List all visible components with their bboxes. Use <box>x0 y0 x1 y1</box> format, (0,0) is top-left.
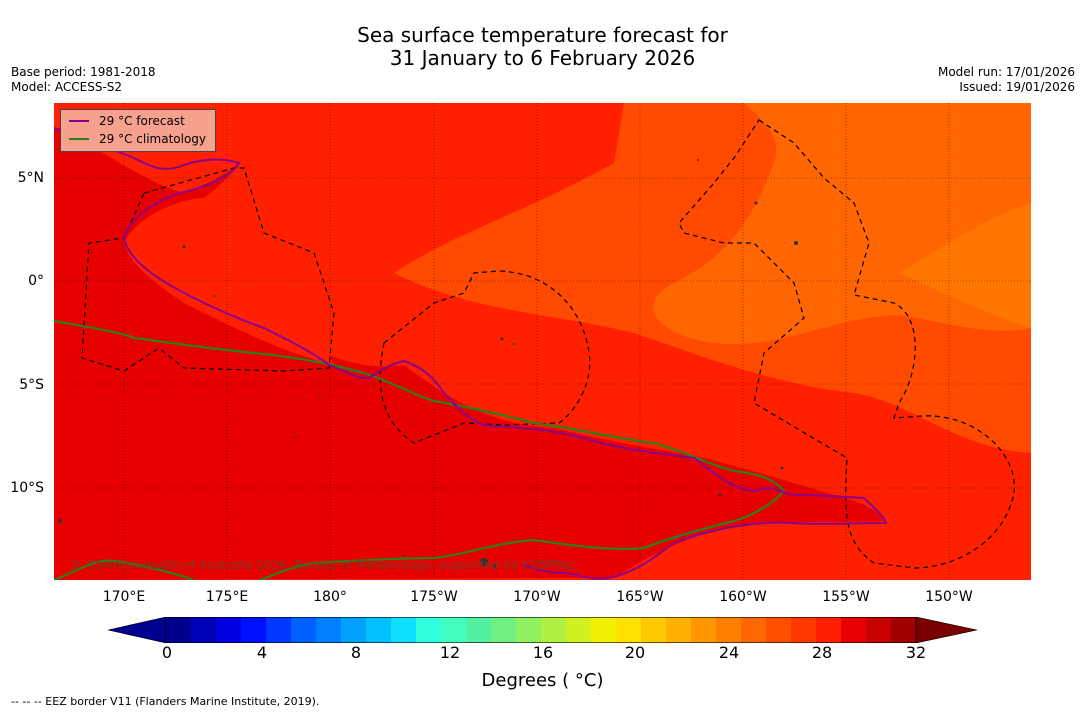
colorbar-border <box>165 617 917 643</box>
colorbar-swatch <box>841 617 867 643</box>
colorbar-tick-12: 12 <box>439 643 461 662</box>
colorbar-swatch <box>366 617 392 643</box>
legend-climatology-label: 29 °C climatology <box>99 132 207 146</box>
legend-forecast-label: 29 °C forecast <box>99 114 185 128</box>
colorbar-title: Degrees ( °C) <box>481 670 604 691</box>
lat-label-5n: 5°N <box>17 170 44 186</box>
colorbar-swatch <box>666 617 692 643</box>
colorbar-tick-24: 24 <box>718 643 740 662</box>
colorbar-swatch <box>466 617 492 643</box>
colorbar-swatch <box>291 617 317 643</box>
base-period-text: Base period: 1981-2018 <box>11 65 156 79</box>
lon-label-170w: 170°W <box>513 589 561 605</box>
lon-label-175w: 175°W <box>410 589 458 605</box>
lat-label-0: 0° <box>28 273 44 289</box>
legend-forecast-swatch <box>69 120 89 122</box>
colorbar-swatch <box>266 617 292 643</box>
lat-label-5s: 5°S <box>19 377 44 393</box>
colorbar-swatch <box>341 617 367 643</box>
islands <box>58 159 798 568</box>
colorbar-max-arrow <box>915 617 978 643</box>
lon-label-165w: 165°W <box>616 589 664 605</box>
colorbar-swatch <box>491 617 517 643</box>
issued-text: Issued: 19/01/2026 <box>959 80 1075 94</box>
colorbar-swatch <box>741 617 767 643</box>
colorbar-tick-0: 0 <box>161 643 173 662</box>
sst-field-29-30 <box>54 128 884 580</box>
legend-forecast: 29 °C forecast <box>69 113 185 129</box>
lat-label-10s: 10°S <box>10 480 44 496</box>
colorbar <box>108 617 978 643</box>
colorbar-swatch <box>416 617 442 643</box>
lon-label-150w: 150°W <box>925 589 973 605</box>
sst-field-warm-pocket <box>124 163 334 365</box>
chart-title-line2: 31 January to 6 February 2026 <box>389 46 696 70</box>
sst-field-25-26 <box>899 203 1031 328</box>
colorbar-swatch <box>216 617 242 643</box>
colorbar-swatch <box>866 617 892 643</box>
colorbar-swatch <box>166 617 192 643</box>
colorbar-swatch <box>891 617 917 643</box>
colorbar-swatch <box>541 617 567 643</box>
legend-climatology-swatch <box>69 138 89 140</box>
model-text: Model: ACCESS-S2 <box>11 80 123 94</box>
colorbar-swatch <box>791 617 817 643</box>
isotherm-29c-forecast <box>54 127 888 580</box>
colorbar-swatch <box>591 617 617 643</box>
colorbar-swatch <box>816 617 842 643</box>
colorbar-swatch <box>616 617 642 643</box>
lon-label-180: 180° <box>313 589 347 605</box>
colorbar-tick-4: 4 <box>256 643 268 662</box>
colorbar-min-arrow <box>108 617 167 643</box>
lon-label-175e: 175°E <box>205 589 249 605</box>
eez-footnote: -- -- -- EEZ border V11 (Flanders Marine… <box>11 695 320 708</box>
meta-right: Model run: 17/01/2026 Issued: 19/01/2026 <box>938 65 1075 95</box>
colorbar-tick-16: 16 <box>532 643 554 662</box>
model-run-text: Model run: 17/01/2026 <box>937 65 1075 79</box>
copyright-text: © Commonwealth of Australia 2026, Bureau… <box>70 558 576 572</box>
grid-lines <box>54 103 1031 580</box>
colorbar-swatch <box>241 617 267 643</box>
colorbar-swatch <box>191 617 217 643</box>
colorbar-tick-32: 32 <box>905 643 927 662</box>
colorbar-swatch <box>516 617 542 643</box>
colorbar-tick-28: 28 <box>811 643 833 662</box>
colorbar-swatch <box>391 617 417 643</box>
isotherm-29c-climatology <box>54 319 786 580</box>
legend-climatology: 29 °C climatology <box>69 131 206 147</box>
lon-label-155w: 155°W <box>822 589 870 605</box>
map-legend: 29 °C forecast 29 °C climatology <box>60 109 216 152</box>
colorbar-swatch <box>566 617 592 643</box>
lon-label-170e: 170°E <box>102 589 146 605</box>
sst-map <box>54 103 1031 580</box>
colorbar-swatch <box>716 617 742 643</box>
colorbar-swatch <box>641 617 667 643</box>
colorbar-swatch <box>441 617 467 643</box>
lon-label-160w: 160°W <box>719 589 767 605</box>
colorbar-swatch <box>316 617 342 643</box>
eez-borders <box>81 119 1015 569</box>
colorbar-tick-20: 20 <box>624 643 646 662</box>
colorbar-tick-8: 8 <box>350 643 362 662</box>
meta-left: Base period: 1981-2018 Model: ACCESS-S2 <box>11 65 156 95</box>
colorbar-swatch <box>766 617 792 643</box>
colorbar-swatch <box>691 617 717 643</box>
chart-title-line1: Sea surface temperature forecast for <box>357 23 728 47</box>
